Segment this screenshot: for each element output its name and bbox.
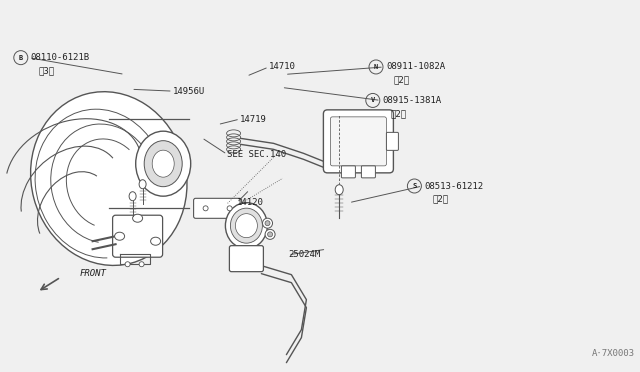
Ellipse shape (132, 214, 143, 222)
FancyBboxPatch shape (362, 166, 376, 178)
Ellipse shape (139, 180, 146, 189)
Ellipse shape (230, 208, 262, 243)
Text: N: N (374, 64, 378, 70)
FancyBboxPatch shape (330, 117, 387, 166)
FancyBboxPatch shape (229, 246, 264, 272)
Text: 25024M: 25024M (288, 250, 320, 259)
Ellipse shape (136, 131, 191, 196)
Ellipse shape (262, 218, 273, 228)
Ellipse shape (115, 232, 125, 240)
Text: 14719: 14719 (240, 115, 267, 124)
Ellipse shape (144, 141, 182, 187)
Text: 14120: 14120 (237, 198, 264, 207)
Text: 08513-61212: 08513-61212 (424, 182, 484, 190)
FancyBboxPatch shape (194, 198, 242, 218)
Text: 08110-6121B: 08110-6121B (31, 53, 90, 62)
Ellipse shape (125, 262, 130, 267)
Ellipse shape (139, 262, 144, 267)
Ellipse shape (265, 230, 275, 239)
FancyBboxPatch shape (323, 110, 394, 173)
Text: （2）: （2） (433, 195, 449, 203)
Ellipse shape (225, 203, 268, 248)
FancyBboxPatch shape (387, 132, 398, 150)
Ellipse shape (236, 214, 257, 238)
FancyBboxPatch shape (113, 215, 163, 257)
Ellipse shape (203, 206, 208, 211)
Ellipse shape (31, 92, 187, 266)
Text: （3）: （3） (39, 66, 55, 75)
Ellipse shape (129, 192, 136, 201)
Text: 08911-1082A: 08911-1082A (386, 62, 445, 71)
Ellipse shape (150, 237, 161, 245)
Text: FRONT: FRONT (80, 269, 107, 278)
Text: （2）: （2） (391, 109, 407, 118)
Ellipse shape (268, 232, 273, 237)
Text: V: V (371, 97, 375, 103)
Text: （2）: （2） (394, 76, 410, 84)
Text: B: B (19, 55, 23, 61)
Ellipse shape (227, 206, 232, 211)
Ellipse shape (265, 221, 270, 226)
Ellipse shape (335, 185, 343, 195)
Text: 08915-1381A: 08915-1381A (383, 96, 442, 105)
Text: SEE SEC.140: SEE SEC.140 (227, 150, 286, 159)
Text: 14956U: 14956U (173, 87, 205, 96)
Text: 14710: 14710 (269, 62, 296, 71)
Ellipse shape (152, 150, 174, 177)
Text: A·7X0003: A·7X0003 (592, 349, 635, 358)
FancyBboxPatch shape (341, 166, 355, 178)
Text: S: S (412, 183, 417, 189)
